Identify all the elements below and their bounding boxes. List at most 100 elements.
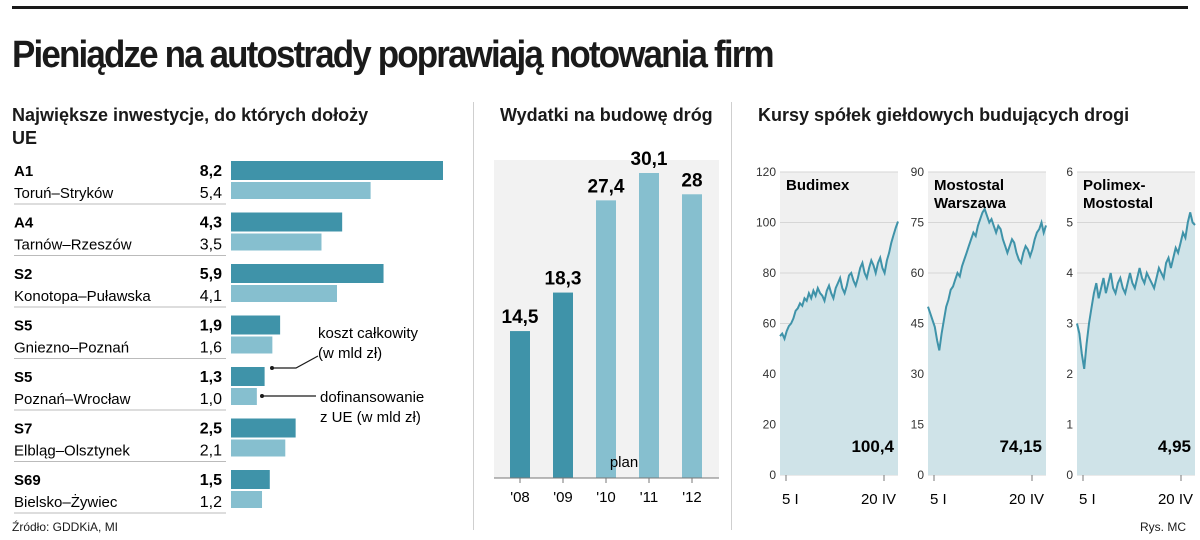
total-value-label: 1,9 bbox=[200, 318, 222, 335]
total-cost-bar bbox=[231, 315, 281, 335]
ue-funding-bar bbox=[231, 491, 263, 508]
spending-heading: Wydatki na budowę dróg bbox=[500, 105, 713, 125]
ue-funding-bar bbox=[231, 388, 257, 405]
year-label: '12 bbox=[682, 489, 702, 506]
stocks-heading: Kursy spółek giełdowych budujących drogi bbox=[758, 105, 1130, 125]
road-label: A4 bbox=[14, 215, 34, 232]
y-tick-label: 6 bbox=[1066, 165, 1073, 179]
company-name-line2: Mostostal bbox=[1083, 195, 1153, 212]
y-tick-label: 75 bbox=[911, 216, 925, 230]
ue-value-label: 5,4 bbox=[200, 185, 222, 202]
y-tick-label: 0 bbox=[769, 468, 776, 482]
year-label: '09 bbox=[553, 489, 573, 506]
legend-total-dot bbox=[270, 366, 274, 370]
y-tick-label: 5 bbox=[1066, 216, 1073, 230]
total-value-label: 2,5 bbox=[200, 421, 222, 438]
company-name-line: Mostostal bbox=[934, 177, 1004, 194]
legend-ue-dot bbox=[260, 394, 264, 398]
company-name-line1: Polimex- bbox=[1083, 177, 1146, 194]
road-label: S69 bbox=[14, 472, 41, 489]
x-tick-label: 5 I bbox=[930, 491, 947, 508]
ue-funding-bar bbox=[231, 439, 286, 457]
spending-value-label: 14,5 bbox=[502, 307, 539, 328]
total-value-label: 1,3 bbox=[200, 369, 222, 386]
price-line bbox=[927, 206, 1047, 351]
last-value-label: 74,15 bbox=[999, 437, 1042, 456]
divider-left bbox=[473, 102, 474, 530]
legend-total-pointer bbox=[272, 355, 319, 369]
company-name: Polimex-Mostostal bbox=[1083, 177, 1153, 212]
total-cost-bar bbox=[231, 418, 296, 438]
legend-total-line2: (w mld zł) bbox=[318, 345, 382, 362]
y-tick-label: 15 bbox=[911, 418, 925, 432]
ue-value-label: 2,1 bbox=[200, 443, 222, 460]
section-label: Toruń–Stryków bbox=[14, 185, 113, 202]
total-cost-bar bbox=[231, 367, 265, 386]
road-label: A1 bbox=[14, 163, 33, 180]
year-label: '11 bbox=[640, 489, 658, 506]
y-tick-label: 45 bbox=[911, 317, 925, 331]
spending-bar bbox=[596, 200, 616, 478]
total-value-label: 8,2 bbox=[200, 163, 222, 180]
spending-value-label: 30,1 bbox=[631, 149, 668, 170]
total-cost-bar bbox=[231, 264, 384, 283]
y-tick-label: 0 bbox=[1066, 468, 1073, 482]
section-label: Gniezno–Poznań bbox=[14, 340, 129, 357]
y-tick-label: 80 bbox=[763, 266, 777, 280]
page-title: Pieniądze na autostrady poprawiają notow… bbox=[12, 34, 775, 76]
x-tick-label: 20 IV bbox=[1009, 491, 1044, 508]
y-tick-label: 90 bbox=[911, 165, 925, 179]
y-tick-label: 30 bbox=[911, 367, 925, 381]
price-line bbox=[779, 221, 899, 342]
total-cost-bar bbox=[231, 212, 343, 232]
road-label: S5 bbox=[14, 369, 32, 386]
y-tick-label: 0 bbox=[917, 468, 924, 482]
ue-funding-bar bbox=[231, 233, 322, 251]
y-tick-label: 4 bbox=[1066, 266, 1073, 280]
ue-value-label: 1,6 bbox=[200, 340, 222, 357]
x-tick-label: 20 IV bbox=[861, 491, 896, 508]
spending-bar bbox=[553, 292, 573, 478]
spending-bar bbox=[510, 331, 530, 478]
x-tick-label: 5 I bbox=[1079, 491, 1096, 508]
spending-value-label: 28 bbox=[681, 170, 702, 191]
legend-ue-text: dofinansowanie z UE (w mld zł) bbox=[320, 389, 424, 426]
spending-chart: 14,5 '08 18,3 '09 27,4 '10 30,1 '11 28 '12 plan bbox=[494, 149, 719, 506]
y-tick-label: 40 bbox=[763, 367, 777, 381]
y-tick-label: 120 bbox=[756, 165, 776, 179]
total-cost-bar bbox=[231, 470, 270, 489]
top-rule bbox=[12, 6, 1188, 9]
y-tick-label: 3 bbox=[1066, 317, 1073, 331]
y-tick-label: 100 bbox=[756, 216, 776, 230]
year-label: '08 bbox=[510, 489, 530, 506]
source-note: Źródło: GDDKiA, MI bbox=[12, 520, 119, 534]
road-label: S2 bbox=[14, 266, 32, 283]
credit-note: Rys. MC bbox=[1140, 520, 1186, 534]
section-label: Tarnów–Rzeszów bbox=[14, 237, 132, 254]
total-cost-bar bbox=[231, 161, 443, 180]
plan-label: plan bbox=[610, 454, 638, 471]
investments-chart: A1 Toruń–Stryków 8,2 5,4 A4 Tarnów–Rzeszów 4,3… bbox=[14, 161, 443, 514]
x-tick-label: 20 IV bbox=[1158, 491, 1193, 508]
legend-total-text: koszt całkowity (w mld zł) bbox=[318, 325, 419, 362]
spending-value-label: 18,3 bbox=[545, 269, 582, 290]
legend-ue-line2: z UE (w mld zł) bbox=[320, 409, 421, 426]
ue-value-label: 1,0 bbox=[200, 391, 222, 408]
ue-funding-bar bbox=[231, 336, 273, 354]
ue-funding-bar bbox=[231, 182, 371, 199]
ue-value-label: 1,2 bbox=[200, 494, 222, 511]
section-label: Bielsko–Żywiec bbox=[14, 493, 118, 511]
last-value-label: 100,4 bbox=[851, 437, 894, 456]
y-tick-label: 2 bbox=[1066, 367, 1073, 381]
road-label: S7 bbox=[14, 421, 32, 438]
x-tick-label: 5 I bbox=[782, 491, 799, 508]
ue-value-label: 4,1 bbox=[200, 288, 222, 305]
divider-right bbox=[731, 102, 732, 530]
spending-bar bbox=[682, 194, 702, 479]
price-line bbox=[1076, 212, 1196, 370]
y-tick-label: 60 bbox=[911, 266, 925, 280]
ue-funding-bar bbox=[231, 285, 337, 302]
legend-total-line1: koszt całkowity bbox=[318, 325, 419, 342]
total-value-label: 1,5 bbox=[200, 472, 222, 489]
